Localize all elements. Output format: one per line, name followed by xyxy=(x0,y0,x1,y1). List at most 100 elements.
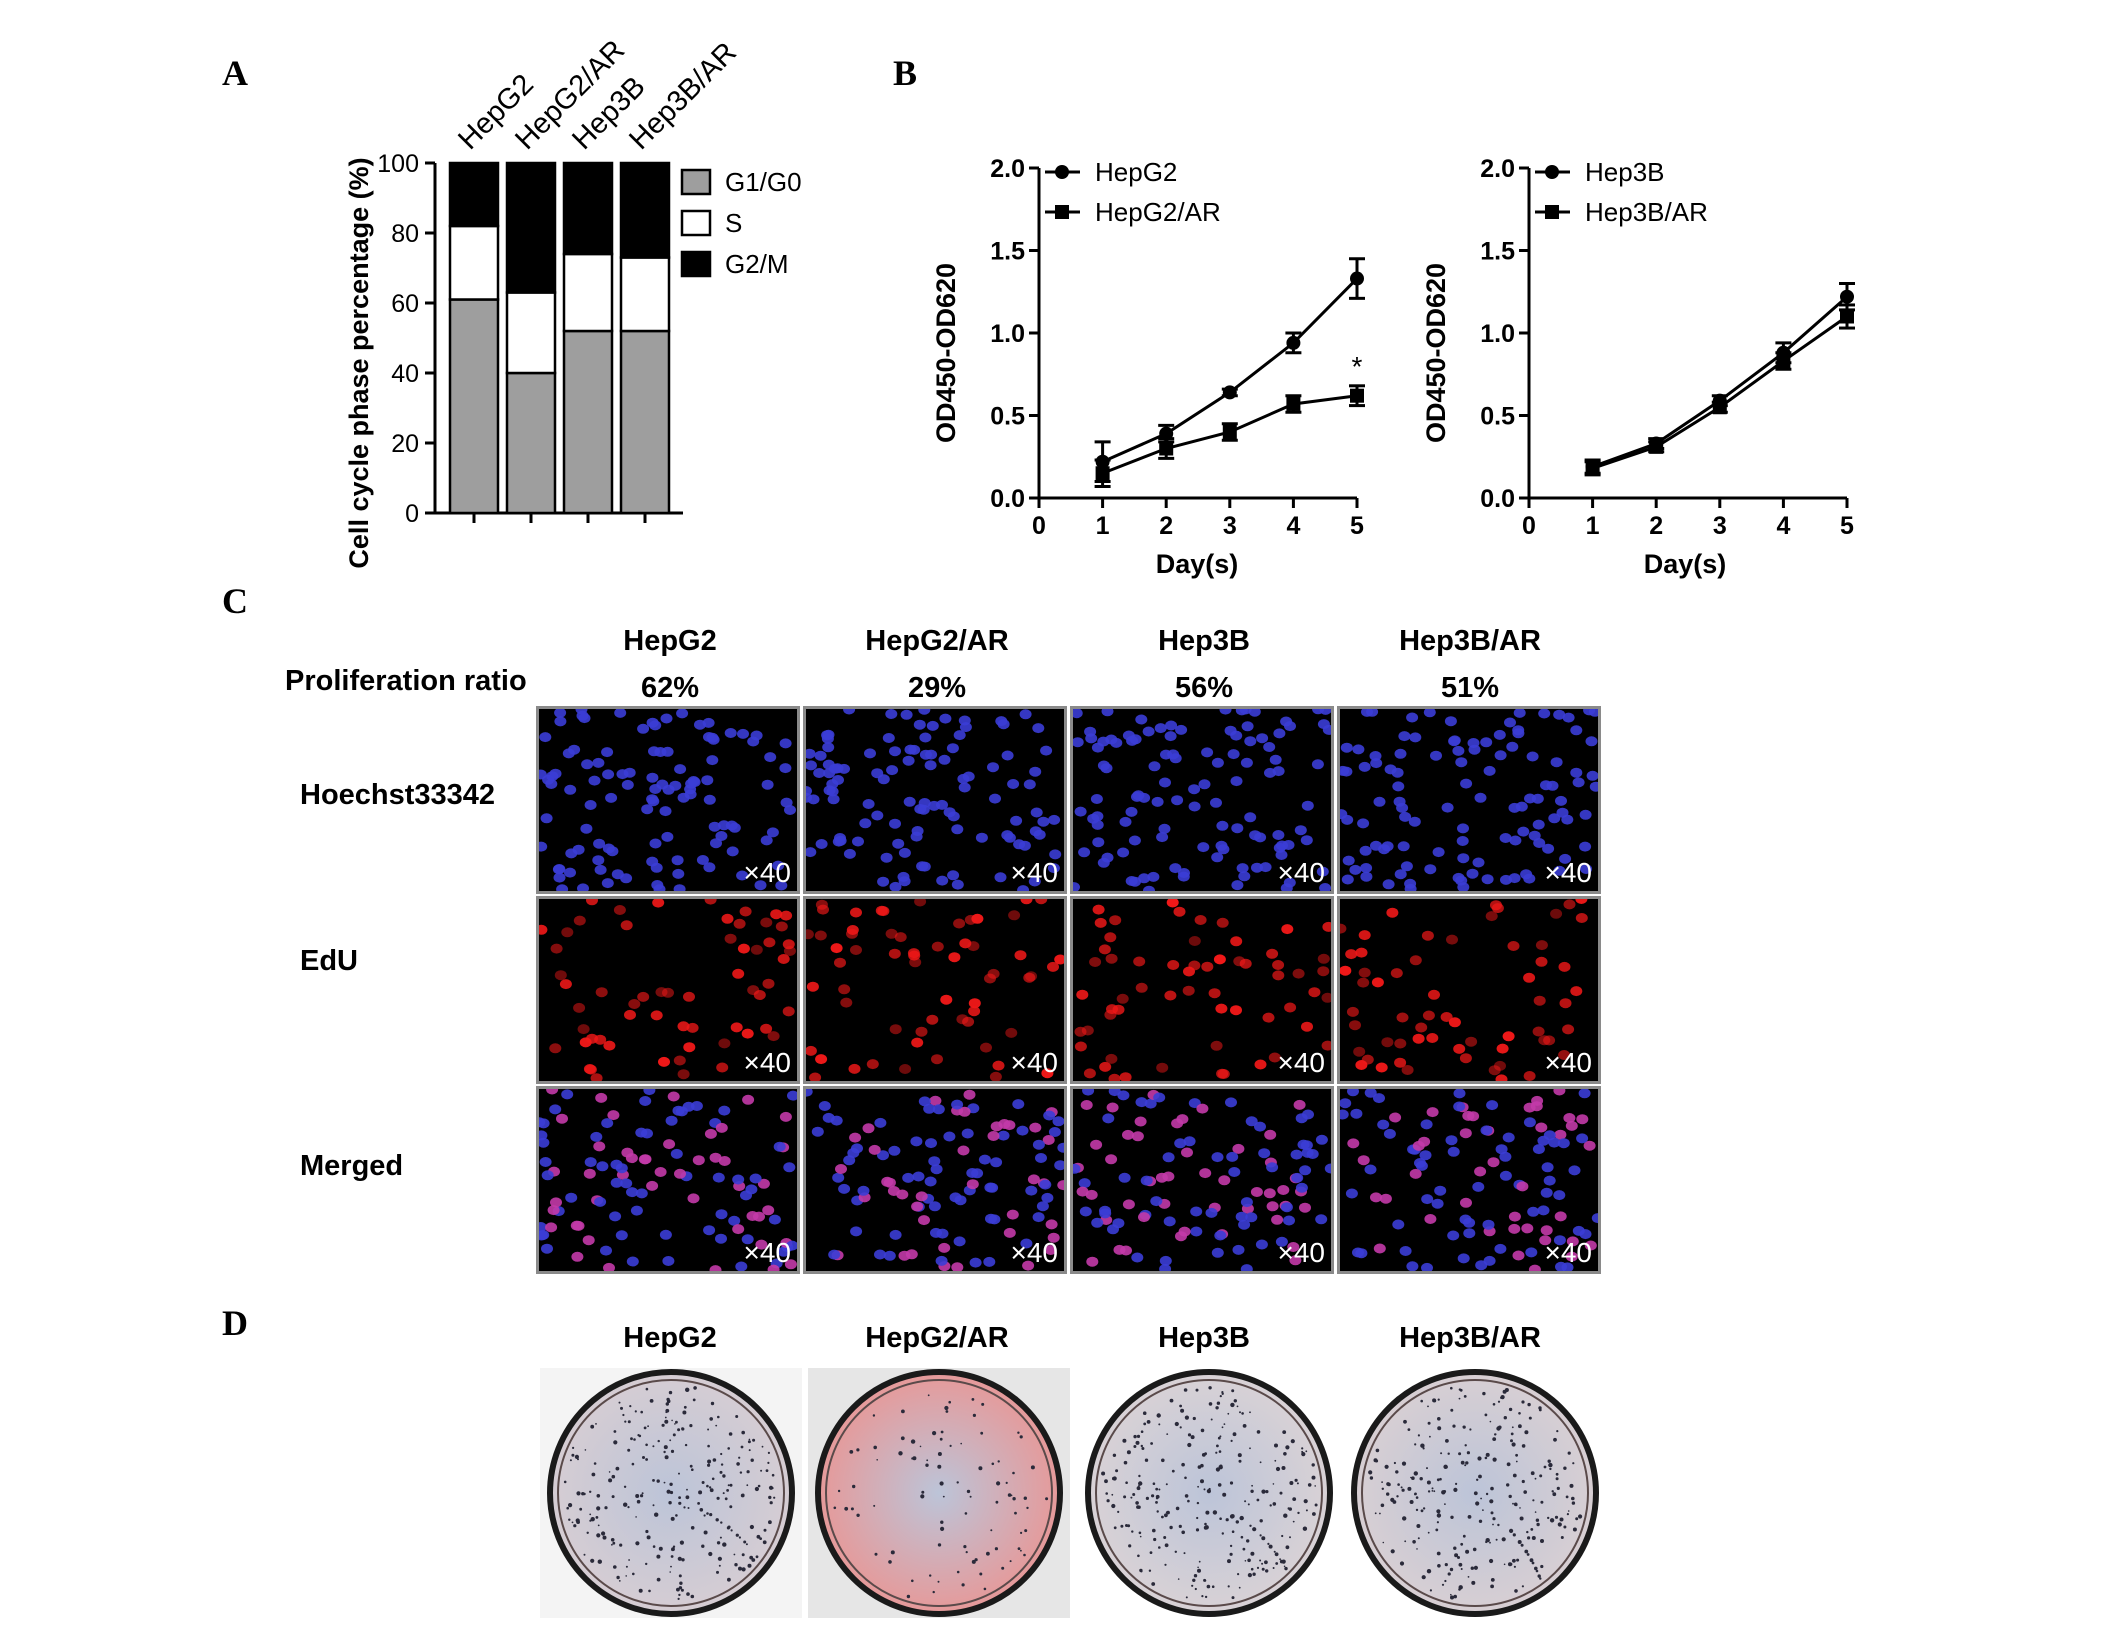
colony xyxy=(1274,1443,1278,1448)
nucleus xyxy=(985,1213,997,1224)
y-tick-label: 60 xyxy=(391,290,419,318)
nucleus xyxy=(1474,1166,1487,1177)
colony xyxy=(1259,1534,1262,1537)
colony xyxy=(920,1494,925,1499)
nucleus xyxy=(1392,1219,1405,1230)
colony xyxy=(1311,1475,1316,1480)
legend-swatch-g1-g0 xyxy=(680,168,712,196)
colony xyxy=(1240,1535,1244,1539)
colony xyxy=(1020,1531,1023,1534)
nucleus xyxy=(1272,970,1285,981)
nucleus xyxy=(646,794,659,805)
colony xyxy=(678,1593,681,1597)
nucleus xyxy=(1244,736,1257,747)
nucleus xyxy=(1118,1172,1131,1183)
nucleus xyxy=(1236,863,1249,874)
nucleus xyxy=(1446,934,1458,945)
colony xyxy=(1174,1550,1177,1553)
colony xyxy=(856,1448,860,1452)
colony xyxy=(1401,1488,1405,1492)
nucleus xyxy=(851,1143,863,1154)
nucleus xyxy=(1027,1174,1040,1185)
nucleus xyxy=(961,1128,974,1139)
colony xyxy=(1005,1481,1008,1484)
colony xyxy=(1458,1452,1462,1456)
colony xyxy=(1494,1433,1497,1435)
nucleus xyxy=(601,1118,614,1129)
colony xyxy=(707,1428,710,1431)
colony xyxy=(627,1506,630,1509)
colony xyxy=(1575,1517,1579,1521)
colony xyxy=(1261,1489,1266,1494)
nucleus xyxy=(674,1168,686,1179)
colony xyxy=(911,1457,914,1460)
nucleus xyxy=(1358,761,1371,772)
colony xyxy=(911,1579,914,1583)
nucleus xyxy=(1159,1264,1172,1271)
nucleus xyxy=(1280,1202,1293,1213)
colony xyxy=(640,1494,644,1498)
colony xyxy=(1520,1543,1524,1547)
nucleus xyxy=(911,1037,924,1048)
nucleus xyxy=(1177,871,1190,882)
colony xyxy=(1457,1556,1460,1559)
colony xyxy=(658,1546,663,1551)
nucleus xyxy=(1023,779,1036,790)
nucleus xyxy=(864,748,876,759)
colony xyxy=(1450,1386,1453,1390)
nucleus xyxy=(857,1185,870,1196)
colony xyxy=(1567,1510,1570,1512)
colony xyxy=(664,1455,669,1460)
colony xyxy=(679,1581,683,1585)
nucleus xyxy=(1164,731,1177,742)
colony xyxy=(1204,1595,1208,1599)
nucleus xyxy=(1098,944,1111,955)
colony xyxy=(727,1484,730,1487)
nucleus xyxy=(1039,1179,1052,1190)
magnification-label: ×40 xyxy=(1277,1237,1326,1268)
colony xyxy=(707,1444,710,1448)
colony xyxy=(1236,1405,1239,1408)
colony xyxy=(1439,1477,1442,1481)
colony xyxy=(641,1492,644,1495)
nucleus xyxy=(716,1062,729,1073)
colony xyxy=(611,1543,613,1546)
bar-segment-g1-g0 xyxy=(505,371,557,515)
nucleus xyxy=(779,763,792,774)
nucleus xyxy=(593,1141,606,1152)
colony xyxy=(1441,1583,1445,1586)
nucleus xyxy=(1263,1188,1276,1199)
colony xyxy=(1527,1402,1531,1407)
colony xyxy=(715,1518,719,1522)
colony xyxy=(1524,1430,1529,1435)
nucleus xyxy=(1241,721,1254,732)
colony xyxy=(1449,1567,1454,1572)
nucleus xyxy=(561,1089,574,1100)
nucleus xyxy=(701,775,714,786)
colony xyxy=(1126,1450,1131,1455)
colony xyxy=(1519,1507,1521,1509)
dish-header-hep3b: Hep3B xyxy=(1158,1322,1250,1354)
colony xyxy=(1415,1508,1419,1512)
nucleus xyxy=(715,831,728,841)
nucleus xyxy=(1554,1211,1567,1222)
colony xyxy=(685,1387,690,1392)
nucleus xyxy=(958,715,971,726)
colony xyxy=(1007,1493,1012,1497)
y-tick-label: 80 xyxy=(391,220,419,248)
nucleus xyxy=(1421,930,1434,941)
colony xyxy=(680,1588,684,1592)
colony xyxy=(1217,1436,1221,1440)
bar-segment-s xyxy=(562,252,614,333)
nucleus xyxy=(1254,1121,1266,1132)
nucleus xyxy=(594,864,607,875)
nucleus xyxy=(915,1026,928,1037)
colony xyxy=(1145,1496,1149,1500)
colony xyxy=(1273,1550,1276,1553)
nucleus xyxy=(1527,1206,1540,1217)
nucleus xyxy=(1156,832,1169,843)
nucleus xyxy=(1585,736,1598,747)
colony xyxy=(1106,1499,1110,1503)
colony xyxy=(1235,1520,1239,1524)
nucleus xyxy=(620,920,633,931)
